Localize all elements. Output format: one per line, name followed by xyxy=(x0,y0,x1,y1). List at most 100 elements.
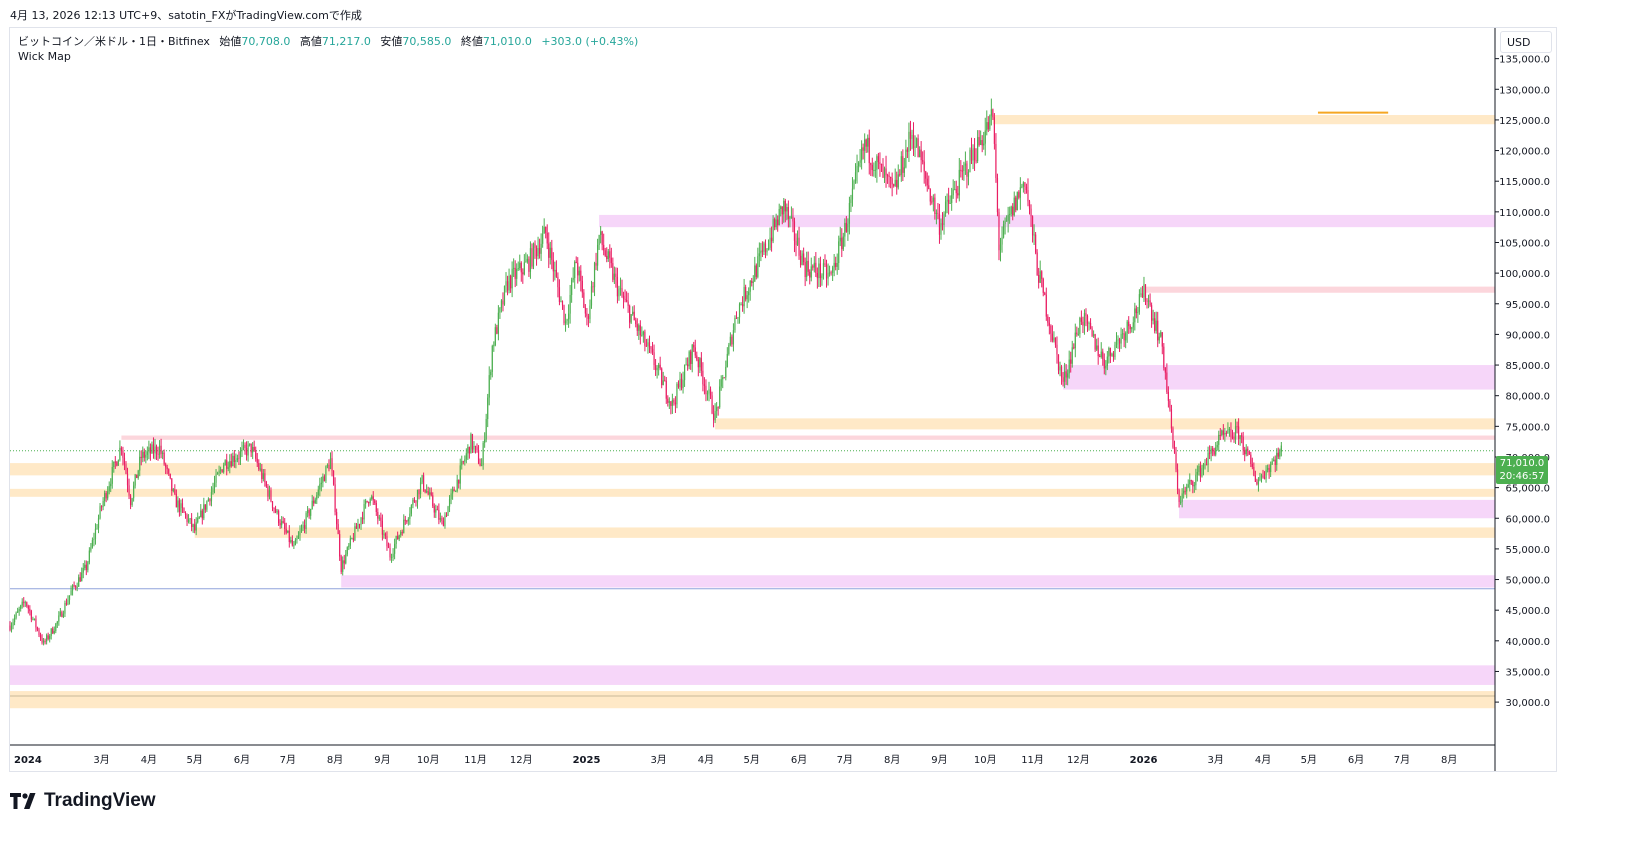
candle-down xyxy=(558,287,561,302)
candle-down xyxy=(1112,353,1115,358)
candle-up xyxy=(345,554,347,564)
indicator-label[interactable]: Wick Map xyxy=(18,50,71,63)
chart-frame[interactable] xyxy=(9,27,1557,772)
candle-up xyxy=(302,525,304,529)
close-label: 終値 xyxy=(460,35,483,48)
candle-up xyxy=(369,498,371,504)
candle-up xyxy=(365,500,367,505)
candle-up xyxy=(139,456,141,471)
candle-up xyxy=(371,496,373,499)
candle-down xyxy=(278,510,280,524)
candle-up xyxy=(532,243,535,267)
candle-up xyxy=(484,439,486,443)
candle-up xyxy=(59,611,61,616)
candle-down xyxy=(129,495,132,505)
candle-down xyxy=(787,207,789,219)
candle-up xyxy=(1228,429,1231,431)
candle-down xyxy=(546,232,548,244)
candle-down xyxy=(745,287,747,300)
candle-down xyxy=(245,447,248,456)
candle-down xyxy=(793,221,796,241)
candle-up xyxy=(241,448,243,452)
candle-up xyxy=(679,378,681,387)
tradingview-logo[interactable]: TradingView xyxy=(10,790,156,812)
candle-up xyxy=(76,586,78,588)
ohlc-legend: ビットコイン／米ドル・1日・Bitfinex 始値70,708.0 高値71,2… xyxy=(18,33,638,49)
candle-up xyxy=(1016,192,1018,211)
candle-down xyxy=(667,398,669,403)
currency-selector[interactable]: USD xyxy=(1500,31,1552,53)
candle-down xyxy=(992,109,994,118)
candle-up xyxy=(1077,334,1079,336)
candle-down xyxy=(9,625,11,631)
candle-down xyxy=(377,511,379,519)
candle-down xyxy=(955,189,957,194)
candle-down xyxy=(1015,197,1017,211)
candle-up xyxy=(1189,480,1191,485)
candle-up xyxy=(88,550,90,563)
x-tick-label: 5月 xyxy=(744,754,760,766)
candle-down xyxy=(381,520,383,535)
candle-down xyxy=(303,525,306,530)
candle-down xyxy=(26,602,28,607)
candle-up xyxy=(421,475,423,483)
candle-up xyxy=(172,489,174,491)
candle-up xyxy=(1207,452,1209,465)
candle-up xyxy=(749,280,751,292)
candle-up xyxy=(894,179,896,186)
candle-down xyxy=(922,160,924,162)
candle-up xyxy=(905,149,907,168)
candle-down xyxy=(1244,449,1246,455)
candle-up xyxy=(33,618,36,620)
candle-up xyxy=(322,476,324,483)
last-price-tag: 71,010.0 20:46:57 xyxy=(1496,456,1548,484)
candle-down xyxy=(879,162,881,164)
candle-down xyxy=(528,258,530,272)
x-tick-label: 10月 xyxy=(417,754,440,766)
candle-up xyxy=(53,631,55,634)
candle-up xyxy=(734,317,736,331)
candle-down xyxy=(389,548,391,558)
candle-down xyxy=(993,117,996,144)
candle-down xyxy=(332,470,335,485)
candle-down xyxy=(1157,320,1159,341)
candle-up xyxy=(90,547,92,551)
candle-down xyxy=(998,212,1000,251)
candle-up xyxy=(198,517,200,519)
candle-down xyxy=(1076,332,1078,335)
candle-up xyxy=(1071,347,1073,364)
candle-up xyxy=(151,444,153,454)
candle-up xyxy=(560,301,562,303)
candle-down xyxy=(476,446,478,451)
candle-down xyxy=(1018,192,1020,198)
candle-down xyxy=(1230,429,1232,437)
candle-up xyxy=(821,275,823,279)
candle-down xyxy=(661,368,663,386)
candle-down xyxy=(1082,321,1084,326)
candle-down xyxy=(1184,490,1186,492)
candle-down xyxy=(868,137,870,164)
candle-down xyxy=(61,611,63,617)
candle-down xyxy=(100,506,103,508)
candle-down xyxy=(804,262,806,278)
candle-down xyxy=(458,479,460,484)
x-tick-label: 7月 xyxy=(1394,754,1410,766)
candle-up xyxy=(1196,471,1198,475)
candle-down xyxy=(1233,436,1235,440)
candle-up xyxy=(848,202,851,224)
candle-up xyxy=(142,451,144,458)
x-tick-label: 4月 xyxy=(698,754,714,766)
candle-up xyxy=(600,231,602,235)
candle-down xyxy=(274,508,277,513)
open-label: 始値 xyxy=(219,35,242,48)
candle-up xyxy=(864,139,866,151)
y-tick-label: 110,000.0 xyxy=(1499,208,1550,219)
candle-down xyxy=(1164,367,1166,373)
candle-up xyxy=(192,524,194,527)
candle-down xyxy=(896,179,898,188)
candle-up xyxy=(145,454,147,458)
candle-down xyxy=(1167,391,1169,401)
candle-down xyxy=(1038,274,1040,283)
candle-down xyxy=(871,164,873,171)
